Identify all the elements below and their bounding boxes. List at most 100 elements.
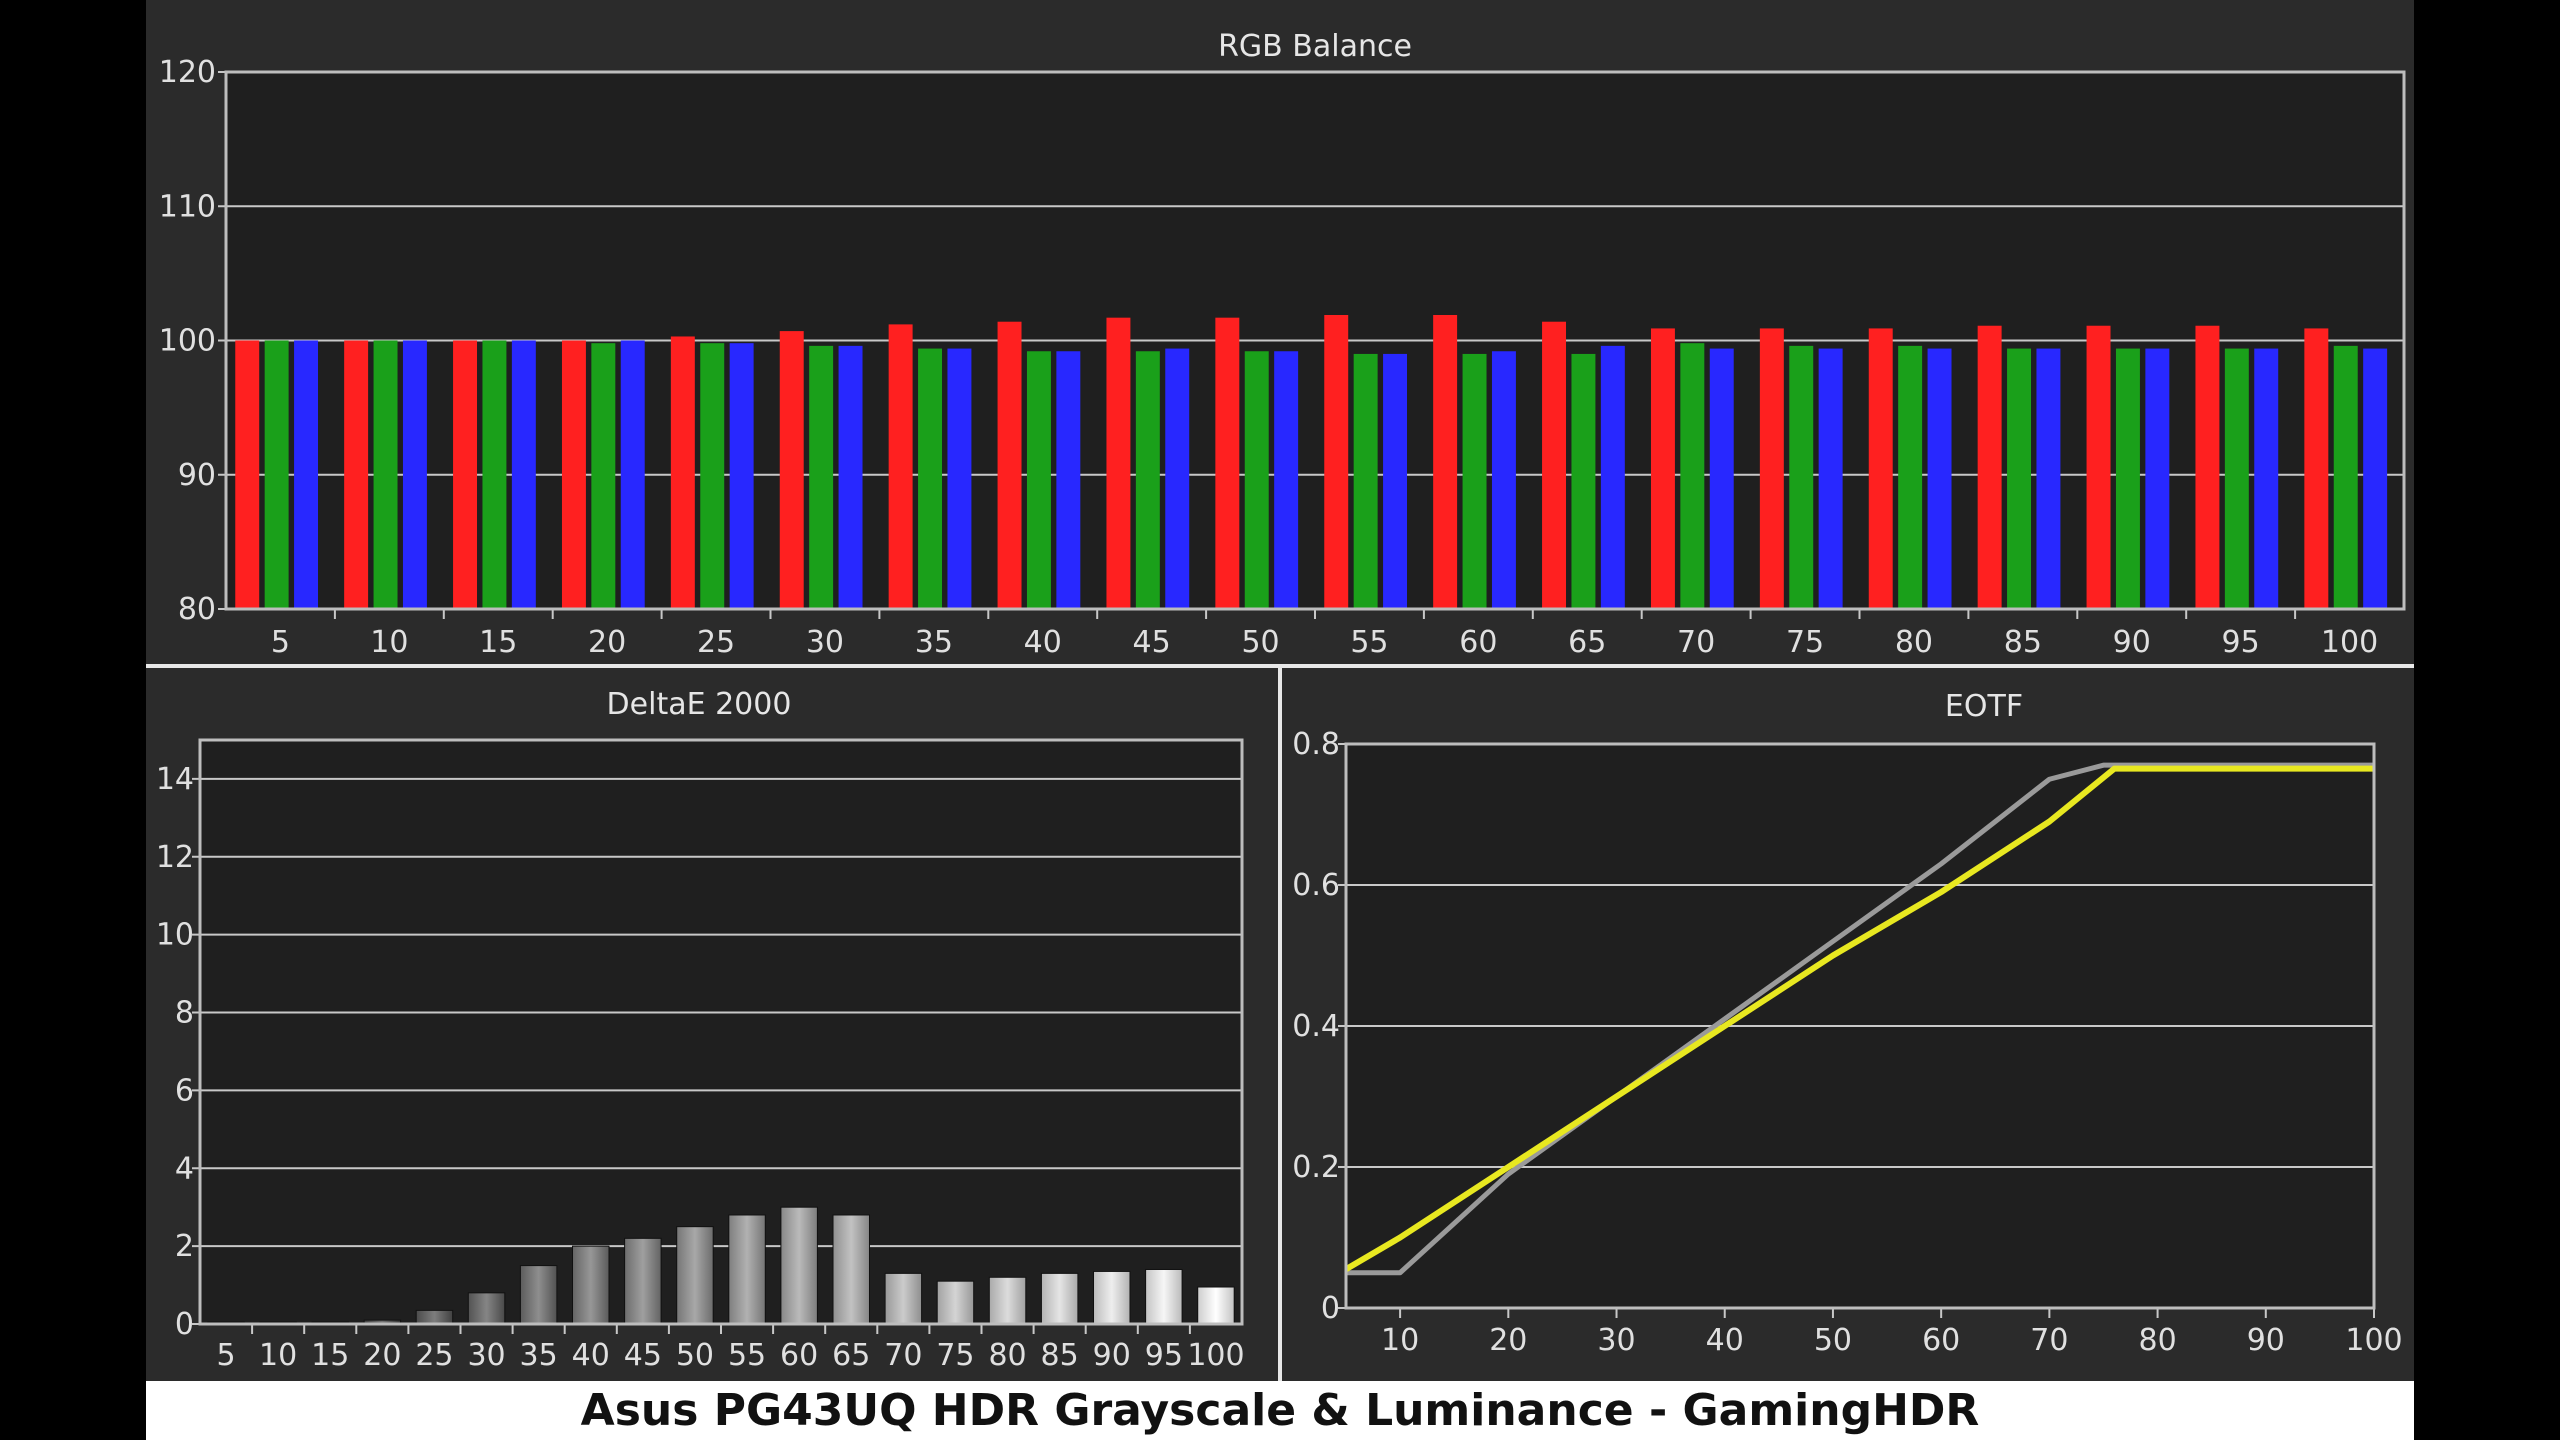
caption-bar: Asus PG43UQ HDR Grayscale & Luminance - …	[146, 1381, 2414, 1440]
deltae-bar	[1093, 1270, 1131, 1325]
rgb-bar-blue	[2363, 348, 2388, 609]
rgb-bar-red	[1759, 328, 1784, 609]
deltae-x-tick-label: 25	[415, 1338, 453, 1373]
rgb-bar-blue	[1600, 345, 1625, 609]
deltae-bar	[832, 1214, 870, 1325]
rgb-bar-red	[997, 321, 1022, 609]
deltae-bar	[519, 1265, 558, 1325]
eotf-x-tick-label: 50	[1814, 1323, 1852, 1358]
eotf-x-tick-label: 30	[1597, 1323, 1635, 1358]
rgb-y-tick-label: 110	[159, 189, 216, 224]
rgb-bar-green	[2224, 348, 2249, 609]
rgb-y-tick-label: 120	[159, 55, 216, 90]
deltae-y-tick-label: 6	[175, 1073, 194, 1108]
rgb-x-tick-label: 30	[806, 625, 844, 660]
rgb-plot-frame	[224, 70, 2406, 611]
deltae-bar	[467, 1292, 506, 1325]
deltae-y-tick-label: 2	[175, 1229, 194, 1264]
eotf-y-tick-label: 0	[1321, 1291, 1340, 1326]
rgb-bar-red	[344, 340, 369, 609]
eotf-plot-frame	[1344, 742, 2376, 1310]
rgb-bar-red	[1324, 314, 1349, 609]
rgb-bar-green	[482, 340, 507, 609]
rgb-bar-green	[1680, 343, 1705, 609]
deltae-x-tick-label: 35	[520, 1338, 558, 1373]
deltae-bar	[572, 1245, 610, 1325]
rgb-x-tick-label: 60	[1459, 625, 1497, 660]
rgb-bar-red	[2304, 328, 2329, 609]
rgb-bar-red	[2086, 325, 2111, 609]
deltae-x-tick-label: 75	[936, 1338, 974, 1373]
rgb-x-tick-label: 10	[370, 625, 408, 660]
rgb-bar-red	[670, 336, 695, 609]
deltae-bar	[988, 1276, 1027, 1325]
rgb-bar-green	[918, 348, 943, 609]
rgb-bar-green	[373, 340, 398, 609]
rgb-bar-green	[1789, 345, 1814, 609]
eotf-y-tick-label: 0.8	[1292, 727, 1340, 762]
rgb-y-tick-label: 80	[178, 592, 216, 627]
rgb-bar-green	[1462, 353, 1487, 609]
eotf-chart: EOTF 0 0.2 0.4 0.6 0.8 10 20 30 40 50 60 70 80 90 100	[1292, 689, 2402, 1358]
rgb-x-tick-label: 15	[479, 625, 517, 660]
rgb-bar-blue	[511, 340, 536, 609]
deltae-x-tick-label: 40	[572, 1338, 610, 1373]
rgb-bar-blue	[1383, 353, 1408, 609]
eotf-y-tick-label: 0.4	[1292, 1009, 1340, 1044]
rgb-x-tick-label: 50	[1241, 625, 1279, 660]
deltae-bar	[884, 1272, 923, 1325]
eotf-chart-title: EOTF	[1945, 689, 2023, 724]
rgb-bar-blue	[947, 348, 972, 609]
eotf-x-tick-label: 60	[1922, 1323, 1960, 1358]
eotf-x-tick-label: 20	[1489, 1323, 1527, 1358]
rgb-bar-red	[1542, 321, 1567, 609]
deltae-bar	[415, 1309, 454, 1325]
deltae-bar	[1197, 1286, 1235, 1325]
deltae-x-tick-label: 100	[1187, 1338, 1244, 1373]
rgb-bar-red	[888, 324, 913, 609]
rgb-bar-green	[700, 343, 725, 609]
deltae-y-tick-label: 12	[156, 840, 194, 875]
rgb-bar-red	[1650, 328, 1675, 609]
rgb-chart-title: RGB Balance	[1218, 29, 1412, 64]
rgb-bar-green	[1353, 353, 1378, 609]
rgb-bar-blue	[294, 340, 319, 609]
rgb-x-tick-label: 85	[2004, 625, 2042, 660]
rgb-bar-red	[1215, 317, 1240, 609]
rgb-bar-green	[591, 343, 616, 609]
rgb-y-tick-label: 90	[178, 458, 216, 493]
rgb-bar-red	[1977, 325, 2002, 609]
deltae-x-tick-label: 60	[780, 1338, 818, 1373]
rgb-bar-green	[809, 345, 834, 609]
rgb-bar-green	[2333, 345, 2358, 609]
rgb-bar-blue	[2036, 348, 2061, 609]
rgb-bar-red	[1868, 328, 1893, 609]
rgb-balance-chart: RGB Balance 80 90 100 110 120 5 10 15 20 25 30 35 40 4…	[159, 29, 2406, 660]
rgb-bar-blue	[1491, 351, 1516, 609]
rgb-x-tick-label: 45	[1133, 625, 1171, 660]
rgb-bar-blue	[1818, 348, 1843, 609]
rgb-x-tick-label: 5	[271, 625, 290, 660]
rgb-x-tick-label: 65	[1568, 625, 1606, 660]
deltae-x-tick-label: 45	[624, 1338, 662, 1373]
deltae-y-tick-label: 0	[175, 1307, 194, 1342]
deltae-x-tick-label: 20	[363, 1338, 401, 1373]
deltae-x-tick-label: 5	[217, 1338, 236, 1373]
deltae-bar	[780, 1206, 818, 1325]
eotf-x-tick-label: 70	[2030, 1323, 2068, 1358]
rgb-bar-blue	[620, 340, 645, 609]
rgb-bar-blue	[1274, 351, 1299, 609]
rgb-bar-green	[1135, 351, 1160, 609]
vertical-divider	[1278, 668, 1282, 1381]
eotf-x-tick-label: 80	[2138, 1323, 2176, 1358]
deltae-bar	[936, 1280, 975, 1325]
deltae-x-tick-label: 15	[311, 1338, 349, 1373]
rgb-x-tick-label: 80	[1895, 625, 1933, 660]
eotf-x-tick-label: 100	[2345, 1323, 2402, 1358]
deltae-x-tick-label: 80	[988, 1338, 1026, 1373]
rgb-bar-green	[1244, 351, 1269, 609]
deltae-x-tick-label: 90	[1093, 1338, 1131, 1373]
rgb-bar-blue	[2254, 348, 2279, 609]
deltae-y-tick-label: 8	[175, 996, 194, 1031]
rgb-bar-blue	[2145, 348, 2170, 609]
